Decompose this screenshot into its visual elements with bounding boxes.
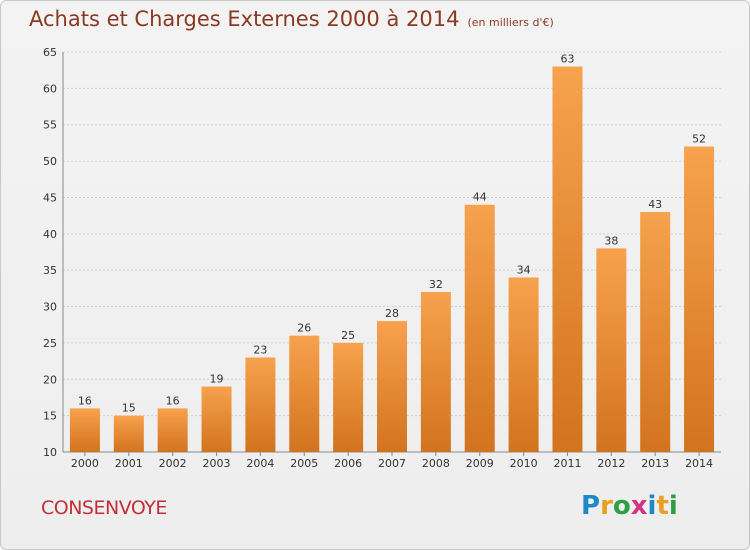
label-layer: 16 15 16 19 23 26 25 28 32 44 34 63 38 43 52 — [78, 53, 706, 415]
logo-letter: r — [600, 491, 613, 521]
x-tick-label: 2002 — [159, 457, 187, 470]
value-label: 26 — [297, 322, 311, 335]
bar — [333, 342, 364, 452]
x-tick-label: 2008 — [422, 457, 450, 470]
value-label: 44 — [473, 191, 487, 204]
x-tick-label: 2014 — [685, 457, 713, 470]
value-label: 38 — [604, 234, 618, 247]
value-label: 32 — [429, 278, 443, 291]
y-tick-label: 50 — [43, 155, 57, 168]
bar-layer — [69, 66, 715, 452]
logo-letter: t — [656, 491, 669, 521]
bar — [684, 146, 715, 452]
y-tick-label: 45 — [43, 191, 57, 204]
chart-title-text: Achats et Charges Externes 2000 à 2014 — [29, 7, 460, 31]
value-label: 63 — [560, 53, 574, 66]
y-tick-label: 55 — [43, 119, 57, 132]
chart-unit: (en milliers d'€) — [467, 16, 554, 29]
x-tick-label: 2010 — [510, 457, 538, 470]
x-tick-label: 2011 — [553, 457, 581, 470]
x-tick-label: 2007 — [378, 457, 406, 470]
y-tick-label: 35 — [43, 264, 57, 277]
bar — [420, 292, 451, 452]
value-label: 43 — [648, 198, 662, 211]
y-tick-label: 20 — [43, 373, 57, 386]
x-tick-label: 2006 — [334, 457, 362, 470]
value-label: 34 — [517, 263, 531, 276]
x-tick-label: 2001 — [115, 457, 143, 470]
y-tick-label: 65 — [43, 46, 57, 59]
value-label: 23 — [253, 343, 267, 356]
logo-letter: x — [630, 491, 648, 521]
value-label: 16 — [166, 394, 180, 407]
y-tick-label: 60 — [43, 82, 57, 95]
bar — [157, 408, 188, 452]
value-label: 15 — [122, 402, 136, 415]
value-label: 28 — [385, 307, 399, 320]
x-tick-label: 2013 — [641, 457, 669, 470]
value-label: 16 — [78, 394, 92, 407]
x-tick-label: 2009 — [466, 457, 494, 470]
x-tick-label: 2004 — [246, 457, 274, 470]
commune-name: CONSENVOYE — [41, 497, 167, 519]
y-tick-label: 40 — [43, 228, 57, 241]
bar — [289, 335, 320, 452]
bar — [377, 321, 407, 452]
x-tick-label: 2012 — [597, 457, 625, 470]
x-tick-label: 2003 — [203, 457, 231, 470]
logo-letter: i — [668, 491, 678, 521]
chart-title: Achats et Charges Externes 2000 à 2014 (e… — [29, 7, 554, 31]
logo-letter: o — [612, 491, 631, 521]
bar — [245, 357, 276, 452]
bar — [69, 408, 100, 452]
bar — [508, 277, 539, 452]
x-tick-label: 2000 — [71, 457, 99, 470]
value-label: 19 — [210, 373, 224, 386]
bar — [640, 212, 671, 452]
x-tick-label: 2005 — [290, 457, 318, 470]
value-label: 25 — [341, 329, 355, 342]
bar — [596, 248, 627, 452]
y-tick-label: 30 — [43, 301, 57, 314]
bar — [552, 66, 583, 452]
bar — [113, 415, 144, 452]
bar — [464, 204, 495, 452]
y-tick-label: 15 — [43, 410, 57, 423]
y-tick-label: 25 — [43, 337, 57, 350]
proxiti-logo: Proxiti — [581, 491, 678, 521]
y-tick-label: 10 — [43, 446, 57, 459]
value-label: 52 — [692, 133, 706, 146]
logo-letter: i — [647, 491, 657, 521]
bar — [201, 386, 232, 452]
logo-letter: P — [581, 491, 601, 521]
